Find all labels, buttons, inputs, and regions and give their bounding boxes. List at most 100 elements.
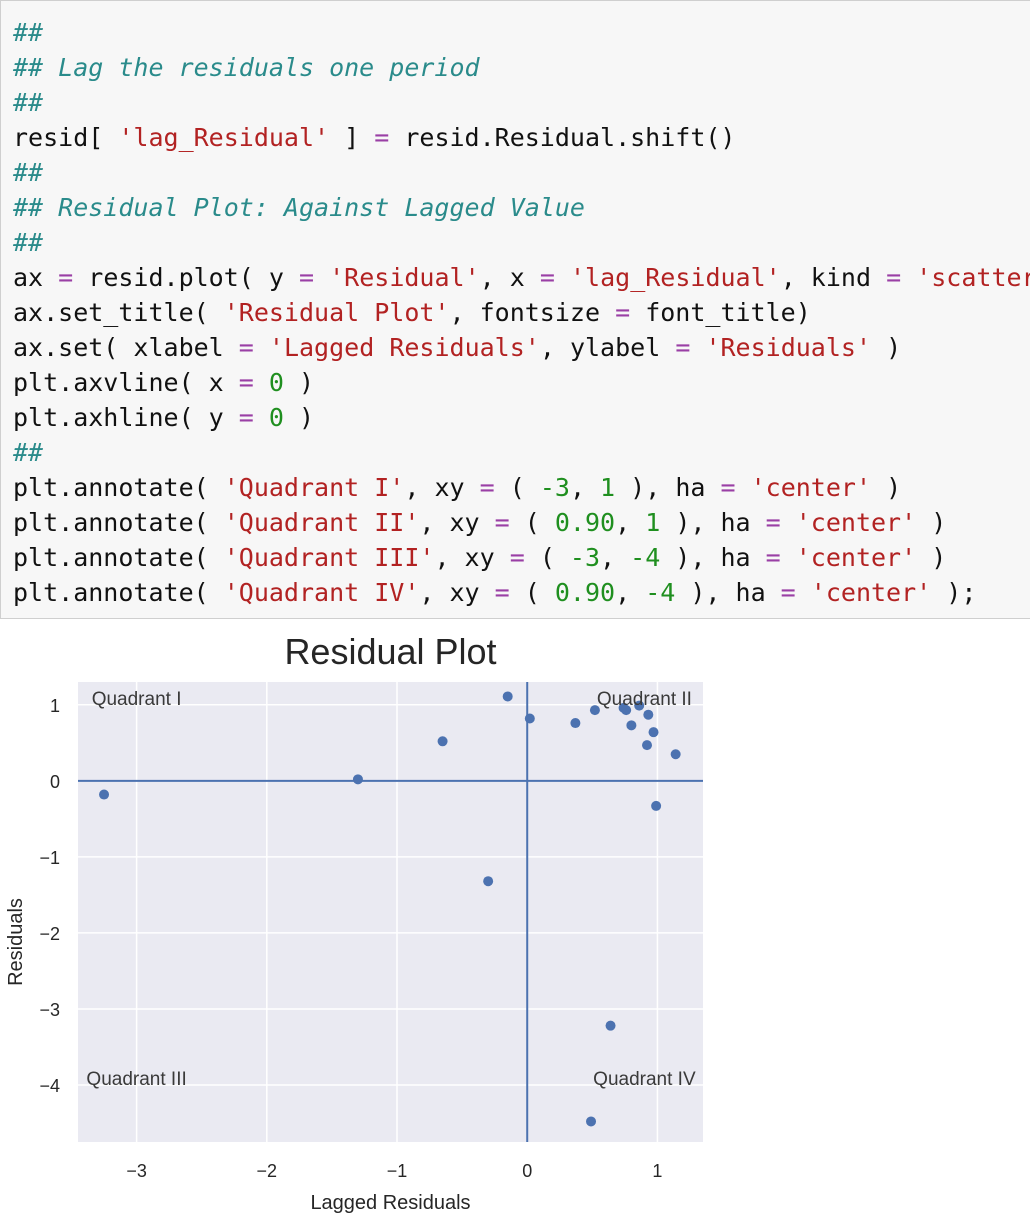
code-token-plain: , xy: [419, 508, 495, 537]
code-line: ax = resid.plot( y = 'Residual', x = 'la…: [13, 260, 1030, 295]
y-tick-label: −1: [39, 848, 60, 868]
code-token-plain: , xy: [434, 543, 510, 572]
scatter-point: [605, 1020, 616, 1031]
code-line: plt.annotate( 'Quadrant I', xy = ( -3, 1…: [13, 470, 1030, 505]
code-token-op: =: [615, 298, 631, 327]
code-token-op: =: [299, 263, 315, 292]
code-editor[interactable]: ## ## Lag the residuals one period ## resid…: [13, 15, 1030, 610]
code-token-plain: ,: [615, 578, 646, 607]
code-token-comment: ## Lag the residuals one period: [13, 53, 480, 82]
code-token-number: 0: [268, 403, 284, 432]
reference-lines: [78, 682, 703, 1142]
scatter-point: [99, 789, 110, 800]
y-tick-label: −2: [39, 924, 60, 944]
code-token-plain: ): [871, 333, 902, 362]
code-token-plain: ): [916, 508, 947, 537]
code-line: ax.set( xlabel = 'Lagged Residuals', yla…: [13, 330, 1030, 365]
code-token-comment: ##: [13, 228, 44, 257]
scatter-point: [570, 718, 581, 729]
code-token-plain: ax: [13, 263, 59, 292]
code-token-string: 'center': [795, 508, 917, 537]
code-token-string: 'center': [810, 578, 932, 607]
quadrant-annotation: Quadrant IV: [593, 1069, 696, 1090]
code-token-plain: plt.annotate(: [13, 578, 224, 607]
scatter-point: [670, 749, 681, 760]
code-line: plt.annotate( 'Quadrant IV', xy = ( 0.90…: [13, 575, 1030, 610]
code-token-plain: ]: [329, 123, 375, 152]
code-token-op: =: [494, 578, 510, 607]
y-tick-label: 0: [50, 772, 60, 792]
code-token-comment: ##: [13, 18, 44, 47]
code-token-number: -4: [630, 543, 661, 572]
scatter-point: [651, 800, 662, 811]
chart-title: Residual Plot: [284, 631, 496, 672]
code-token-plain: [690, 333, 705, 362]
code-token-plain: ,: [600, 543, 631, 572]
code-token-plain: , ylabel: [539, 333, 676, 362]
code-token-plain: ,: [569, 473, 601, 502]
code-token-number: -3: [539, 473, 570, 502]
code-token-plain: (: [494, 473, 540, 502]
code-token-string: 'Lagged Residuals': [268, 333, 540, 362]
code-token-plain: ax.set( xlabel: [13, 333, 239, 362]
code-token-plain: , fontsize: [449, 298, 616, 327]
code-token-string: 'center': [750, 473, 872, 502]
code-line: plt.axvline( x = 0 ): [13, 365, 1030, 400]
code-token-plain: plt.axvline( x: [13, 368, 239, 397]
code-token-op: =: [479, 473, 495, 502]
code-line: ##: [13, 435, 1030, 470]
scatter-point: [621, 705, 632, 716]
code-line: ax.set_title( 'Residual Plot', fontsize …: [13, 295, 1030, 330]
code-token-number: 1: [600, 473, 616, 502]
code-token-comment: ## Residual Plot: Against Lagged Value: [13, 193, 585, 222]
code-line: ##: [13, 225, 1030, 260]
code-line: plt.axhline( y = 0 ): [13, 400, 1030, 435]
code-token-plain: resid.plot( y: [73, 263, 299, 292]
code-token-number: 0.90: [554, 578, 616, 607]
code-token-op: =: [494, 508, 510, 537]
scatter-point: [586, 1116, 597, 1127]
code-token-plain: resid[: [13, 123, 119, 152]
code-token-string: 'lag_Residual': [118, 123, 330, 152]
code-token-plain: ): [916, 543, 947, 572]
code-token-plain: plt.annotate(: [13, 473, 224, 502]
code-line: ##: [13, 15, 1030, 50]
code-token-plain: font_title): [630, 298, 811, 327]
scatter-point: [589, 705, 600, 716]
code-token-plain: , x: [479, 263, 540, 292]
code-cell[interactable]: ## ## Lag the residuals one period ## resid…: [0, 0, 1030, 619]
code-token-plain: [254, 403, 269, 432]
code-token-plain: );: [931, 578, 977, 607]
scatter-point: [648, 727, 659, 738]
code-token-op: =: [765, 543, 781, 572]
x-tick-label: −2: [257, 1161, 278, 1181]
code-token-op: =: [539, 263, 555, 292]
code-token-plain: resid.Residual.shift(): [389, 123, 736, 152]
scatter-point: [502, 691, 513, 702]
scatter-point: [483, 876, 494, 887]
scatter-point: [634, 700, 645, 711]
quadrant-annotation: Quadrant III: [86, 1069, 186, 1090]
code-token-number: -3: [569, 543, 601, 572]
output-area: Quadrant I Quadrant II Quadrant III Quadran…: [0, 619, 1030, 1218]
code-token-plain: , xy: [419, 578, 495, 607]
code-token-plain: [314, 263, 329, 292]
code-token-plain: , kind: [780, 263, 887, 292]
code-line: plt.annotate( 'Quadrant II', xy = ( 0.90…: [13, 505, 1030, 540]
code-token-plain: ), ha: [660, 508, 766, 537]
code-line: ##: [13, 85, 1030, 120]
code-token-op: =: [238, 368, 254, 397]
code-token-plain: [796, 578, 811, 607]
code-token-plain: [254, 368, 269, 397]
x-tick-label: −1: [387, 1161, 408, 1181]
code-token-plain: (: [509, 508, 555, 537]
code-line: ## Residual Plot: Against Lagged Value: [13, 190, 1030, 225]
code-token-op: =: [765, 508, 781, 537]
y-tick-label: −3: [39, 1000, 60, 1020]
scatter-point: [437, 736, 448, 747]
code-token-plain: [254, 333, 269, 362]
x-tick-label: −3: [126, 1161, 147, 1181]
data-points: [99, 691, 681, 1127]
code-token-number: 1: [645, 508, 661, 537]
plot-area: [78, 682, 703, 1142]
